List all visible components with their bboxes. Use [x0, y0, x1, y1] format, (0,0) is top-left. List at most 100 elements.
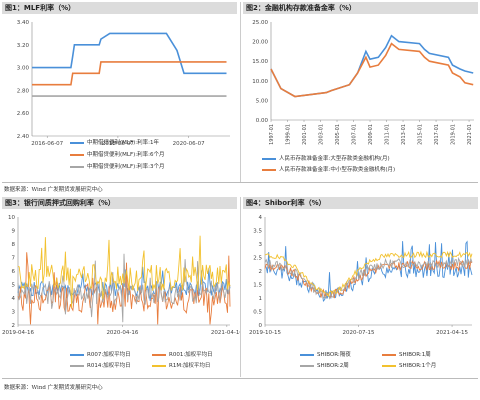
- y-tick-label: 4: [259, 215, 263, 221]
- x-tick-label: 2019-04-16: [2, 330, 34, 336]
- legend-item: 中期借贷便利(MLF):利率:3个月: [70, 162, 164, 170]
- legend-label: SHIBOR:1周: [399, 352, 431, 358]
- y-tick-label: 25.00: [252, 20, 268, 26]
- y-tick-label: 6: [12, 269, 16, 275]
- y-tick-label: 3: [259, 242, 263, 248]
- legend-label: 人民币存款准备金率:中小型存款类金融机构(月): [279, 167, 396, 173]
- legend-label: R001:加权平均日: [169, 352, 213, 358]
- row-divider-2: [2, 378, 478, 379]
- y-tick-label: 1.5: [253, 283, 262, 289]
- y-tick-label: 3.5: [253, 229, 262, 235]
- legend-item: R014:加权平均日: [70, 361, 131, 369]
- x-tick-label: 2013-01: [401, 124, 407, 145]
- y-tick-label: 3.40: [17, 20, 30, 26]
- y-tick-label: 4: [12, 296, 16, 302]
- legend-label: 人民币存款准备金率:大型存款类金融机构(月): [279, 156, 390, 162]
- legend-swatch: [70, 141, 84, 144]
- panel-1-title: 图1：MLF利率（%）: [2, 2, 237, 14]
- panel-3-title: 图3：银行间质押式回购利率（%）: [2, 197, 237, 209]
- legend-label: SHIBOR:1个月: [399, 363, 437, 369]
- x-tick-label: 2020-07-15: [343, 330, 375, 336]
- legend-swatch: [152, 364, 166, 367]
- panel-2-title: 图2：金融机构存款准备金率（%）: [243, 2, 478, 14]
- y-tick-label: 10: [8, 215, 15, 221]
- legend-item: 中期借贷便利(MLF):利率:6个月: [70, 150, 164, 158]
- y-tick-label: 2.40: [17, 134, 30, 140]
- legend-item: R007:加权平均日: [70, 350, 131, 358]
- y-tick-label: 2.60: [17, 111, 30, 117]
- legend-item: SHIBOR:2周: [300, 361, 349, 369]
- y-tick-label: 15.00: [252, 59, 268, 65]
- series-line: [17, 253, 231, 323]
- y-tick-label: 0: [259, 323, 263, 329]
- x-tick-label: 2016-06-07: [31, 141, 63, 147]
- legend-label: 中期借贷便利(MLF):利率:1年: [87, 140, 159, 146]
- y-tick-label: 3.00: [17, 66, 30, 72]
- x-tick-label: 2011-01: [385, 124, 391, 145]
- legend-label: 中期借贷便利(MLF):利率:3个月: [87, 164, 165, 170]
- y-tick-label: 5: [12, 283, 16, 289]
- legend-label: R014:加权平均日: [87, 363, 131, 369]
- y-tick-label: 2.80: [17, 88, 30, 94]
- legend-swatch: [262, 168, 276, 171]
- legend-item: SHIBOR:1个月: [382, 361, 436, 369]
- legend-swatch: [152, 353, 166, 356]
- x-tick-label: 2021-01: [467, 124, 473, 145]
- row-divider-1: [2, 182, 478, 183]
- legend-label: R007:加权平均日: [87, 352, 131, 358]
- y-tick-label: 0.5: [253, 310, 262, 316]
- x-tick-label: 2001-01: [302, 124, 308, 145]
- legend-item: R001:加权平均日: [152, 350, 213, 358]
- series-line: [32, 61, 227, 86]
- x-tick-label: 2009-01: [368, 124, 374, 145]
- shibor-rate-chart: 0 0.5 1 1.5 2 2.5 3 3.5 4 2019-10-15 2020-07-15 202…: [249, 215, 473, 336]
- legend-item: SHIBOR:隔夜: [300, 350, 351, 358]
- y-tick-label: 0.00: [256, 118, 269, 124]
- legend-swatch: [70, 353, 84, 356]
- y-tick-label: 20.00: [252, 40, 268, 46]
- series-line: [264, 259, 473, 299]
- x-tick-label: 2017-01: [434, 124, 440, 145]
- x-tick-label: 2020-06-07: [173, 141, 205, 147]
- x-tick-label: 2019-10-15: [249, 330, 281, 336]
- column-divider-bottom: [240, 197, 241, 377]
- y-tick-label: 10.00: [252, 79, 268, 85]
- x-tick-label: 2018-06-07: [102, 141, 134, 147]
- x-tick-label: 2015-01: [418, 124, 424, 145]
- series-line: [264, 240, 473, 303]
- legend-item: R1M:加权平均日: [152, 361, 210, 369]
- legend-label: R1M:加权平均日: [169, 363, 211, 369]
- x-tick-label: 2021-04-16: [211, 330, 240, 336]
- legend-item: 人民币存款准备金率:大型存款类金融机构(月): [262, 154, 390, 162]
- series-line: [270, 42, 474, 98]
- source-note-1: 数据来源：Wind 广发期货发展研究中心: [4, 187, 103, 193]
- y-tick-label: 2: [12, 323, 16, 329]
- legend-swatch: [262, 157, 276, 160]
- x-tick-label: 2007-01: [352, 124, 358, 145]
- y-tick-label: 9: [12, 229, 16, 235]
- legend-item: 中期借贷便利(MLF):利率:1年: [70, 138, 159, 146]
- series-line: [264, 250, 473, 298]
- panel-4-title: 图4：Shibor利率（%）: [243, 197, 478, 209]
- y-tick-label: 1: [259, 296, 263, 302]
- x-tick-label: 1997-01: [269, 124, 275, 145]
- legend-item: SHIBOR:1周: [382, 350, 431, 358]
- y-tick-label: 8: [12, 242, 16, 248]
- repo-rate-chart: 2 3 4 5 6 7 8 9 10 2019-04-16 2020-04-16 2021-04-16: [2, 215, 240, 336]
- x-tick-label: 1999-01: [286, 124, 292, 145]
- column-divider-top: [240, 2, 241, 182]
- series-line: [32, 32, 227, 75]
- y-tick-label: 2: [259, 269, 263, 275]
- x-tick-label: 2005-01: [335, 124, 341, 145]
- legend-label: SHIBOR:隔夜: [317, 352, 351, 358]
- y-tick-label: 3: [12, 310, 16, 316]
- x-tick-label: 2021-04-15: [436, 330, 468, 336]
- x-tick-label: 2020-04-16: [106, 330, 138, 336]
- y-tick-label: 3.20: [17, 43, 30, 49]
- legend-item: 人民币存款准备金率:中小型存款类金融机构(月): [262, 165, 395, 173]
- source-note-2: 数据来源：Wind 广发期货发展研究中心: [4, 385, 103, 391]
- legend-swatch: [300, 364, 314, 367]
- legend-label: SHIBOR:2周: [317, 363, 349, 369]
- legend-swatch: [382, 364, 396, 367]
- y-tick-label: 5.00: [256, 98, 269, 104]
